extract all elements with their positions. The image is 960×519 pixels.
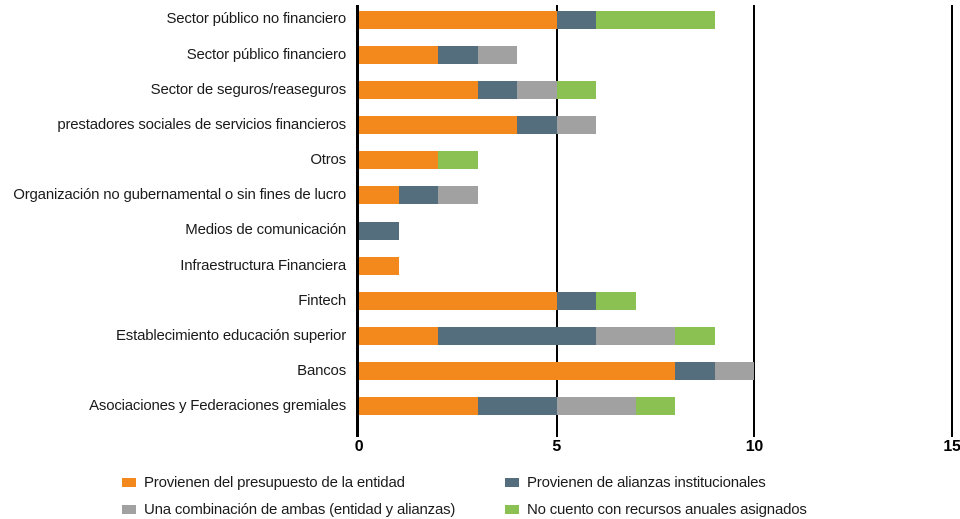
gridline bbox=[951, 5, 953, 424]
category-label: Sector de seguros/reaseguros bbox=[150, 80, 347, 98]
bar-segment bbox=[635, 397, 676, 416]
bar-segment bbox=[556, 80, 597, 99]
bar-segment bbox=[359, 327, 439, 346]
legend-item: Una combinación de ambas (entidad y alia… bbox=[122, 496, 505, 519]
bar-row bbox=[359, 116, 597, 135]
bar-segment bbox=[359, 291, 557, 310]
x-tick-label: 5 bbox=[552, 438, 561, 455]
bar-segment bbox=[359, 116, 518, 135]
plot-area bbox=[356, 2, 953, 424]
legend-swatch-icon bbox=[122, 478, 136, 487]
bar-segment bbox=[359, 10, 557, 29]
x-tick bbox=[356, 424, 359, 437]
bar-segment bbox=[359, 221, 399, 240]
category-label: Medios de comunicación bbox=[185, 221, 346, 239]
category-label: Fintech bbox=[298, 291, 346, 309]
legend-label: Provienen del presupuesto de la entidad bbox=[144, 474, 405, 491]
bar-row bbox=[359, 362, 755, 381]
bar-segment bbox=[438, 186, 478, 205]
legend-item: Provienen de alianzas institucionales bbox=[505, 469, 960, 496]
legend-swatch-icon bbox=[122, 505, 136, 514]
bar-segment bbox=[359, 186, 399, 205]
legend-item: No cuento con recursos anuales asignados bbox=[505, 496, 960, 519]
legend-label: Provienen de alianzas institucionales bbox=[527, 474, 766, 491]
bar-row bbox=[359, 45, 518, 64]
category-label: Organización no gubernamental o sin fine… bbox=[13, 186, 346, 204]
bar-segment bbox=[596, 327, 676, 346]
bar-row bbox=[359, 256, 399, 275]
chart-body: Sector público no financiero Sector públi… bbox=[0, 2, 960, 424]
y-axis-line bbox=[356, 5, 359, 424]
bar-segment bbox=[675, 327, 715, 346]
bar-row bbox=[359, 151, 478, 170]
bar-segment bbox=[438, 327, 597, 346]
category-label: Asociaciones y Federaciones gremiales bbox=[89, 397, 346, 415]
bar-row bbox=[359, 397, 676, 416]
bar-segment bbox=[517, 80, 557, 99]
bar-segment bbox=[438, 151, 478, 170]
x-tick bbox=[555, 424, 558, 437]
bar-segment bbox=[359, 80, 478, 99]
bar-segment bbox=[477, 45, 518, 64]
gridline bbox=[555, 5, 558, 424]
bar-segment bbox=[556, 10, 597, 29]
bar-segment bbox=[477, 397, 557, 416]
category-label: Otros bbox=[310, 151, 346, 169]
x-tick-label: 10 bbox=[745, 438, 764, 455]
bar-segment bbox=[596, 10, 715, 29]
bar-row bbox=[359, 221, 399, 240]
x-tick-label: 0 bbox=[354, 438, 364, 455]
x-tick-label: 15 bbox=[943, 438, 960, 455]
category-label: prestadores sociales de servicios financ… bbox=[57, 115, 346, 133]
bar-row bbox=[359, 80, 597, 99]
bar-row bbox=[359, 10, 715, 29]
category-label: Infraestructura Financiera bbox=[180, 256, 346, 274]
legend: Provienen del presupuesto de la entidad P… bbox=[122, 469, 960, 519]
x-tick bbox=[951, 424, 953, 437]
bar-segment bbox=[477, 80, 518, 99]
bar-row bbox=[359, 327, 715, 346]
bar-row bbox=[359, 186, 478, 205]
legend-swatch-icon bbox=[505, 505, 519, 514]
bar-segment bbox=[359, 45, 439, 64]
bar-row bbox=[359, 291, 636, 310]
bar-segment bbox=[398, 186, 439, 205]
bar-segment bbox=[675, 362, 715, 381]
bar-segment bbox=[517, 116, 557, 135]
bar-segment bbox=[438, 45, 478, 64]
bar-segment bbox=[556, 397, 636, 416]
category-label: Establecimiento educación superior bbox=[116, 326, 346, 344]
legend-label: Una combinación de ambas (entidad y alia… bbox=[144, 501, 456, 518]
bar-segment bbox=[556, 116, 597, 135]
category-labels-column: Sector público no financiero Sector públi… bbox=[0, 2, 356, 424]
bar-segment bbox=[714, 362, 755, 381]
x-axis-ticks bbox=[356, 424, 953, 437]
gridline bbox=[753, 5, 756, 424]
legend-item: Provienen del presupuesto de la entidad bbox=[122, 469, 505, 496]
x-tick bbox=[753, 424, 756, 437]
category-label: Sector público no financiero bbox=[166, 10, 346, 28]
legend-swatch-icon bbox=[505, 478, 519, 487]
bar-segment bbox=[556, 291, 597, 310]
bar-segment bbox=[359, 256, 399, 275]
bar-segment bbox=[359, 397, 478, 416]
bar-segment bbox=[359, 362, 676, 381]
x-axis-labels: 0 5 10 15 bbox=[354, 437, 960, 459]
bar-segment bbox=[359, 151, 439, 170]
bar-segment bbox=[596, 291, 636, 310]
category-label: Sector público financiero bbox=[186, 45, 346, 63]
category-label: Bancos bbox=[297, 362, 346, 380]
legend-label: No cuento con recursos anuales asignados bbox=[527, 501, 807, 518]
